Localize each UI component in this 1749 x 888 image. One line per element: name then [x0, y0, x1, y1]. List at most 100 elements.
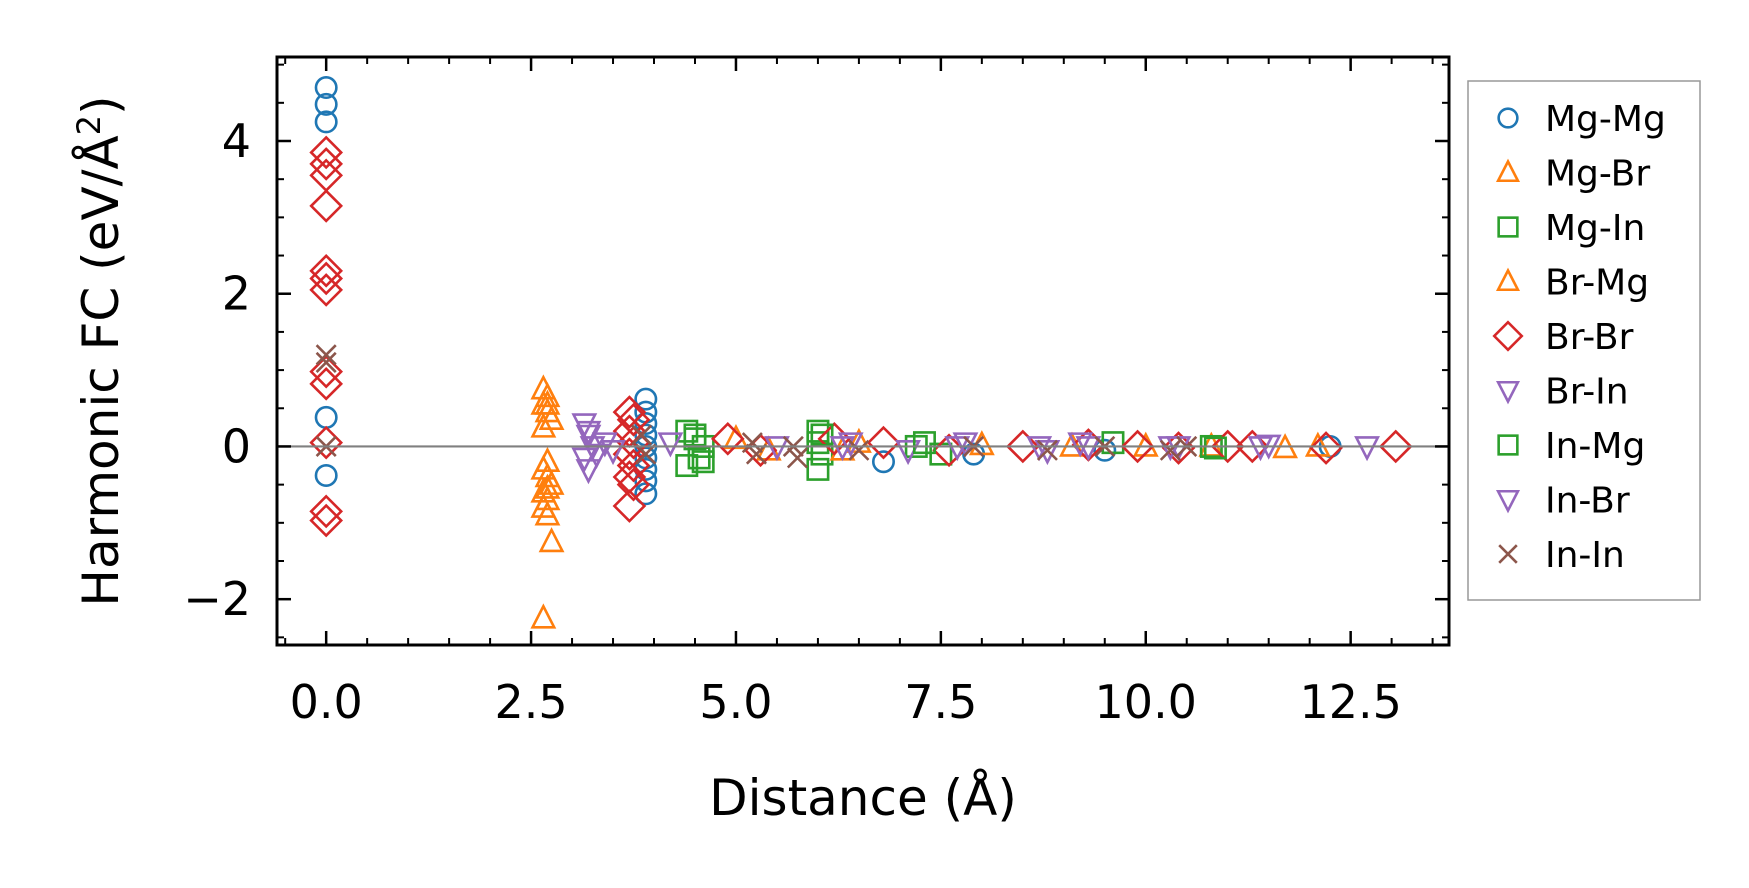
- legend-label-in-mg: In-Mg: [1545, 426, 1645, 467]
- legend-label-mg-in: Mg-In: [1545, 208, 1645, 249]
- legend-item-mg-br: Mg-Br: [1495, 154, 1650, 195]
- data-point-mg-br: [538, 527, 565, 553]
- data-point-br-br: [866, 425, 901, 460]
- x-axis-title: Distance (Å): [709, 769, 1017, 827]
- data-point-mg-in: [687, 446, 711, 470]
- plot-content: [277, 76, 1449, 629]
- legend-marker-br-br: [1492, 320, 1524, 352]
- data-point-in-br: [575, 420, 602, 447]
- data-point-mg-mg: [634, 387, 658, 411]
- data-point-br-br: [1309, 431, 1343, 465]
- legend-item-br-in: Br-In: [1495, 372, 1629, 413]
- data-point-in-mg: [1203, 436, 1227, 460]
- data-point-br-br: [309, 354, 344, 389]
- data-point-mg-br: [530, 603, 557, 629]
- data-point-mg-mg: [314, 92, 338, 116]
- data-point-mg-in: [810, 442, 834, 466]
- data-point-br-in: [657, 432, 684, 458]
- series-br-br: [309, 135, 1413, 538]
- legend-label-mg-mg: Mg-Mg: [1545, 99, 1666, 140]
- legend-label-in-br: In-Br: [1545, 481, 1630, 522]
- legend-marker-br-in: [1495, 380, 1521, 405]
- data-point-br-br: [1210, 429, 1245, 464]
- y-axis-title: Harmonic FC (eV/Å2): [70, 95, 130, 606]
- data-point-br-br: [710, 421, 745, 456]
- data-point-br-br: [309, 494, 344, 529]
- data-point-in-br: [1034, 439, 1061, 466]
- data-point-br-br: [309, 158, 344, 193]
- data-point-in-mg: [691, 450, 715, 474]
- legend-item-in-in: In-In: [1498, 535, 1625, 576]
- data-point-br-br: [612, 395, 647, 429]
- data-point-br-br: [309, 135, 344, 170]
- data-point-mg-br: [530, 412, 557, 438]
- data-point-br-br: [1378, 429, 1413, 464]
- legend-item-in-mg: In-Mg: [1497, 426, 1645, 467]
- data-point-in-mg: [912, 431, 936, 455]
- data-point-br-br: [309, 261, 344, 296]
- data-point-br-in: [837, 432, 864, 458]
- legend-marker-mg-in: [1497, 216, 1519, 238]
- legend-item-mg-in: Mg-In: [1497, 208, 1645, 249]
- data-point-in-in: [745, 443, 767, 465]
- axis-layer: 0.0 2.5 5.0 7.5 10.0 12.5 −2 0 2 4: [183, 57, 1449, 729]
- data-point-br-br: [1235, 429, 1270, 464]
- data-point-in-in: [631, 424, 653, 446]
- x-tick-label: 0.0: [290, 675, 363, 729]
- data-point-br-br: [309, 503, 344, 538]
- data-point-mg-mg: [1093, 438, 1117, 462]
- data-point-in-in: [786, 447, 808, 469]
- data-point-mg-in: [806, 457, 830, 481]
- data-point-br-in: [575, 459, 602, 485]
- y-axis-title-close: ): [72, 95, 130, 115]
- x-tick-label: 12.5: [1299, 675, 1401, 729]
- x-tick-label: 5.0: [699, 675, 772, 729]
- y-tick-label: 2: [222, 267, 251, 321]
- legend-item-br-mg: Br-Mg: [1495, 263, 1649, 304]
- data-point-mg-br: [534, 500, 561, 526]
- data-point-br-br: [309, 425, 344, 460]
- data-point-in-br: [583, 443, 610, 469]
- data-point-mg-mg: [314, 76, 338, 100]
- data-point-in-br: [1075, 436, 1102, 462]
- x-tick-label: 2.5: [494, 675, 567, 729]
- data-point-br-br: [1120, 429, 1155, 464]
- legend-marker-in-br: [1495, 489, 1521, 514]
- data-point-br-br: [309, 253, 344, 288]
- data-point-mg-mg: [314, 110, 338, 134]
- y-tick-label: 0: [222, 419, 251, 473]
- series-in-mg: [683, 423, 1227, 474]
- data-point-br-in: [1067, 432, 1094, 458]
- data-point-in-in: [635, 443, 657, 465]
- data-point-br-mg: [534, 473, 561, 499]
- data-point-mg-br: [1059, 431, 1085, 457]
- data-point-br-mg: [534, 389, 561, 415]
- data-point-in-in: [1159, 439, 1181, 461]
- y-tick-label: 4: [222, 114, 251, 168]
- data-point-br-br: [932, 433, 966, 468]
- legend-label-br-mg: Br-Mg: [1545, 263, 1649, 304]
- data-point-br-br: [309, 273, 344, 307]
- data-point-br-in: [600, 439, 626, 466]
- legend-marker-in-mg: [1497, 434, 1519, 456]
- data-point-mg-mg: [314, 463, 338, 487]
- plot-frame: [275, 55, 1451, 647]
- data-point-br-in: [1247, 436, 1274, 462]
- legend-label-br-in: Br-In: [1545, 372, 1629, 413]
- data-point-br-br: [1005, 429, 1040, 464]
- data-point-br-br: [309, 366, 344, 401]
- legend-label-in-in: In-In: [1545, 535, 1625, 576]
- data-point-mg-in: [675, 419, 699, 443]
- data-point-in-in: [315, 344, 337, 366]
- data-point-in-br: [829, 436, 856, 462]
- x-tick-label: 7.5: [904, 675, 977, 729]
- data-point-in-in: [1036, 439, 1058, 461]
- data-point-in-in: [315, 351, 337, 373]
- legend-label-br-br: Br-Br: [1545, 317, 1634, 358]
- data-point-br-br: [616, 402, 651, 437]
- x-tick-label: 10.0: [1095, 675, 1197, 729]
- data-point-br-in: [1354, 436, 1380, 462]
- legend-item-br-br: Br-Br: [1492, 317, 1634, 358]
